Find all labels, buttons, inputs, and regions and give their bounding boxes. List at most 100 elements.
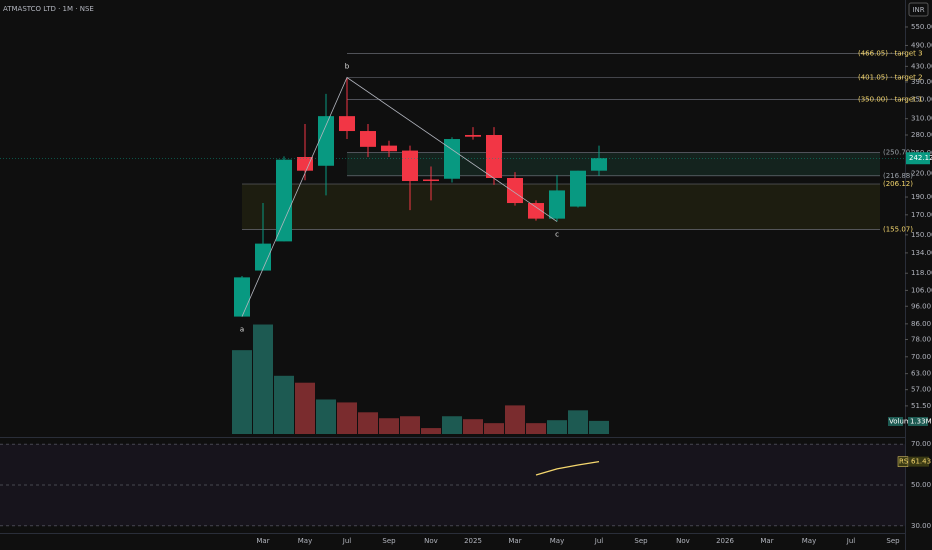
candle-body <box>318 116 334 166</box>
rsi-value-box <box>909 456 929 467</box>
rsi-tick-label: 70.00 <box>911 440 931 448</box>
y-tick-label: 280.00 <box>911 131 932 139</box>
candle-body <box>465 134 481 137</box>
volume-bar <box>505 405 525 434</box>
candle-body <box>297 157 313 171</box>
wave-label: c <box>555 231 559 239</box>
candle-body <box>234 277 250 317</box>
volume-bar <box>358 412 378 434</box>
currency: INR <box>912 6 924 14</box>
level-label: (155.07) <box>883 226 913 234</box>
candle-body <box>591 158 607 171</box>
y-tick-label: 220.00 <box>911 170 932 178</box>
x-tick-label: Jul <box>342 537 352 545</box>
candle-body <box>255 243 271 271</box>
y-tick-label: 63.00 <box>911 370 931 378</box>
y-tick-label: 70.00 <box>911 353 931 361</box>
y-tick-label: 190.00 <box>911 193 932 201</box>
x-tick-label: Mar <box>508 537 521 545</box>
volume-bar <box>568 410 588 434</box>
candle-body <box>528 203 544 219</box>
volume-value: 1.33M <box>910 418 932 426</box>
x-tick-label: 2025 <box>464 537 482 545</box>
y-tick-label: 78.00 <box>911 335 931 343</box>
x-tick-label: Sep <box>634 537 648 545</box>
target-label: (350.00) · target 1 <box>858 95 923 103</box>
candle-body <box>423 179 439 182</box>
chart-title: ATMASTCO LTD · 1M · NSE <box>3 5 94 13</box>
volume-bar <box>463 419 483 434</box>
rsi-name-box <box>897 456 909 467</box>
y-tick-label: 57.00 <box>911 386 931 394</box>
volume-bar <box>337 402 357 434</box>
candle-body <box>339 116 355 132</box>
x-tick-label: 2026 <box>716 537 734 545</box>
volume-bar <box>232 350 252 434</box>
y-tick-label: 310.00 <box>911 115 932 123</box>
x-tick-label: Jul <box>846 537 856 545</box>
x-tick-label: May <box>802 537 816 545</box>
y-tick-label: 170.00 <box>911 211 932 219</box>
rsi-name: RSI <box>899 458 910 466</box>
rsi-line <box>535 461 600 476</box>
candle-body <box>381 145 397 152</box>
candle-body <box>549 190 565 219</box>
y-tick-label: 550.00 <box>911 23 932 31</box>
volume-bar <box>253 324 273 434</box>
volume-bar <box>526 423 546 434</box>
y-tick-label: 150.00 <box>911 231 932 239</box>
zone <box>347 152 880 176</box>
level-label: (250.70) <box>883 149 913 157</box>
x-tick-label: Mar <box>256 537 269 545</box>
y-tick-label: 350.00 <box>911 95 932 103</box>
rsi-tick-label: 50.00 <box>911 481 931 489</box>
last-price: 242.12 <box>909 154 932 162</box>
volume-bar <box>379 418 399 434</box>
target-label: (401.05) · target 2 <box>858 74 923 82</box>
last-price-box <box>906 152 930 165</box>
x-tick-label: May <box>298 537 312 545</box>
candle-body <box>360 131 376 147</box>
x-tick-label: Sep <box>886 537 900 545</box>
x-tick-label: Nov <box>424 537 438 545</box>
volume-bar <box>589 420 609 434</box>
volume-bar <box>421 428 441 434</box>
wave-label: a <box>240 326 244 334</box>
y-tick-label: 51.50 <box>911 402 931 410</box>
y-tick-label: 106.00 <box>911 286 932 294</box>
y-tick-label: 134.00 <box>911 249 932 257</box>
volume-label-box <box>888 417 903 426</box>
level-label: (206.12) <box>883 180 913 188</box>
candle-body <box>444 139 460 179</box>
rsi-value: 61.43 <box>911 458 931 466</box>
candle-body <box>402 150 418 182</box>
y-tick-label: 430.00 <box>911 62 932 70</box>
x-tick-label: Mar <box>760 537 773 545</box>
volume-bar <box>316 399 336 434</box>
x-tick-label: Sep <box>382 537 396 545</box>
x-tick-label: Jul <box>594 537 604 545</box>
y-tick-label: 96.00 <box>911 302 931 310</box>
wave-label: b <box>345 63 350 71</box>
volume-name: Volume <box>889 418 915 426</box>
wave-line <box>241 76 558 317</box>
candle-body <box>276 159 292 242</box>
y-tick-label: 86.00 <box>911 320 931 328</box>
x-tick-label: Nov <box>676 537 690 545</box>
volume-bar <box>274 375 294 434</box>
candle-body <box>570 170 586 207</box>
volume-bar <box>442 416 462 434</box>
volume-bar <box>400 416 420 434</box>
rsi-tick-label: 30.00 <box>911 522 931 530</box>
y-tick-label: 118.00 <box>911 269 932 277</box>
x-tick-label: May <box>550 537 564 545</box>
level-label: (216.88) <box>883 172 913 180</box>
volume-bar <box>547 420 567 434</box>
target-label: (466.05) · target 3 <box>858 49 923 57</box>
candle-body <box>507 177 523 204</box>
candle-body <box>486 134 502 178</box>
currency-box <box>908 2 929 17</box>
y-tick-label: 490.00 <box>911 41 932 49</box>
